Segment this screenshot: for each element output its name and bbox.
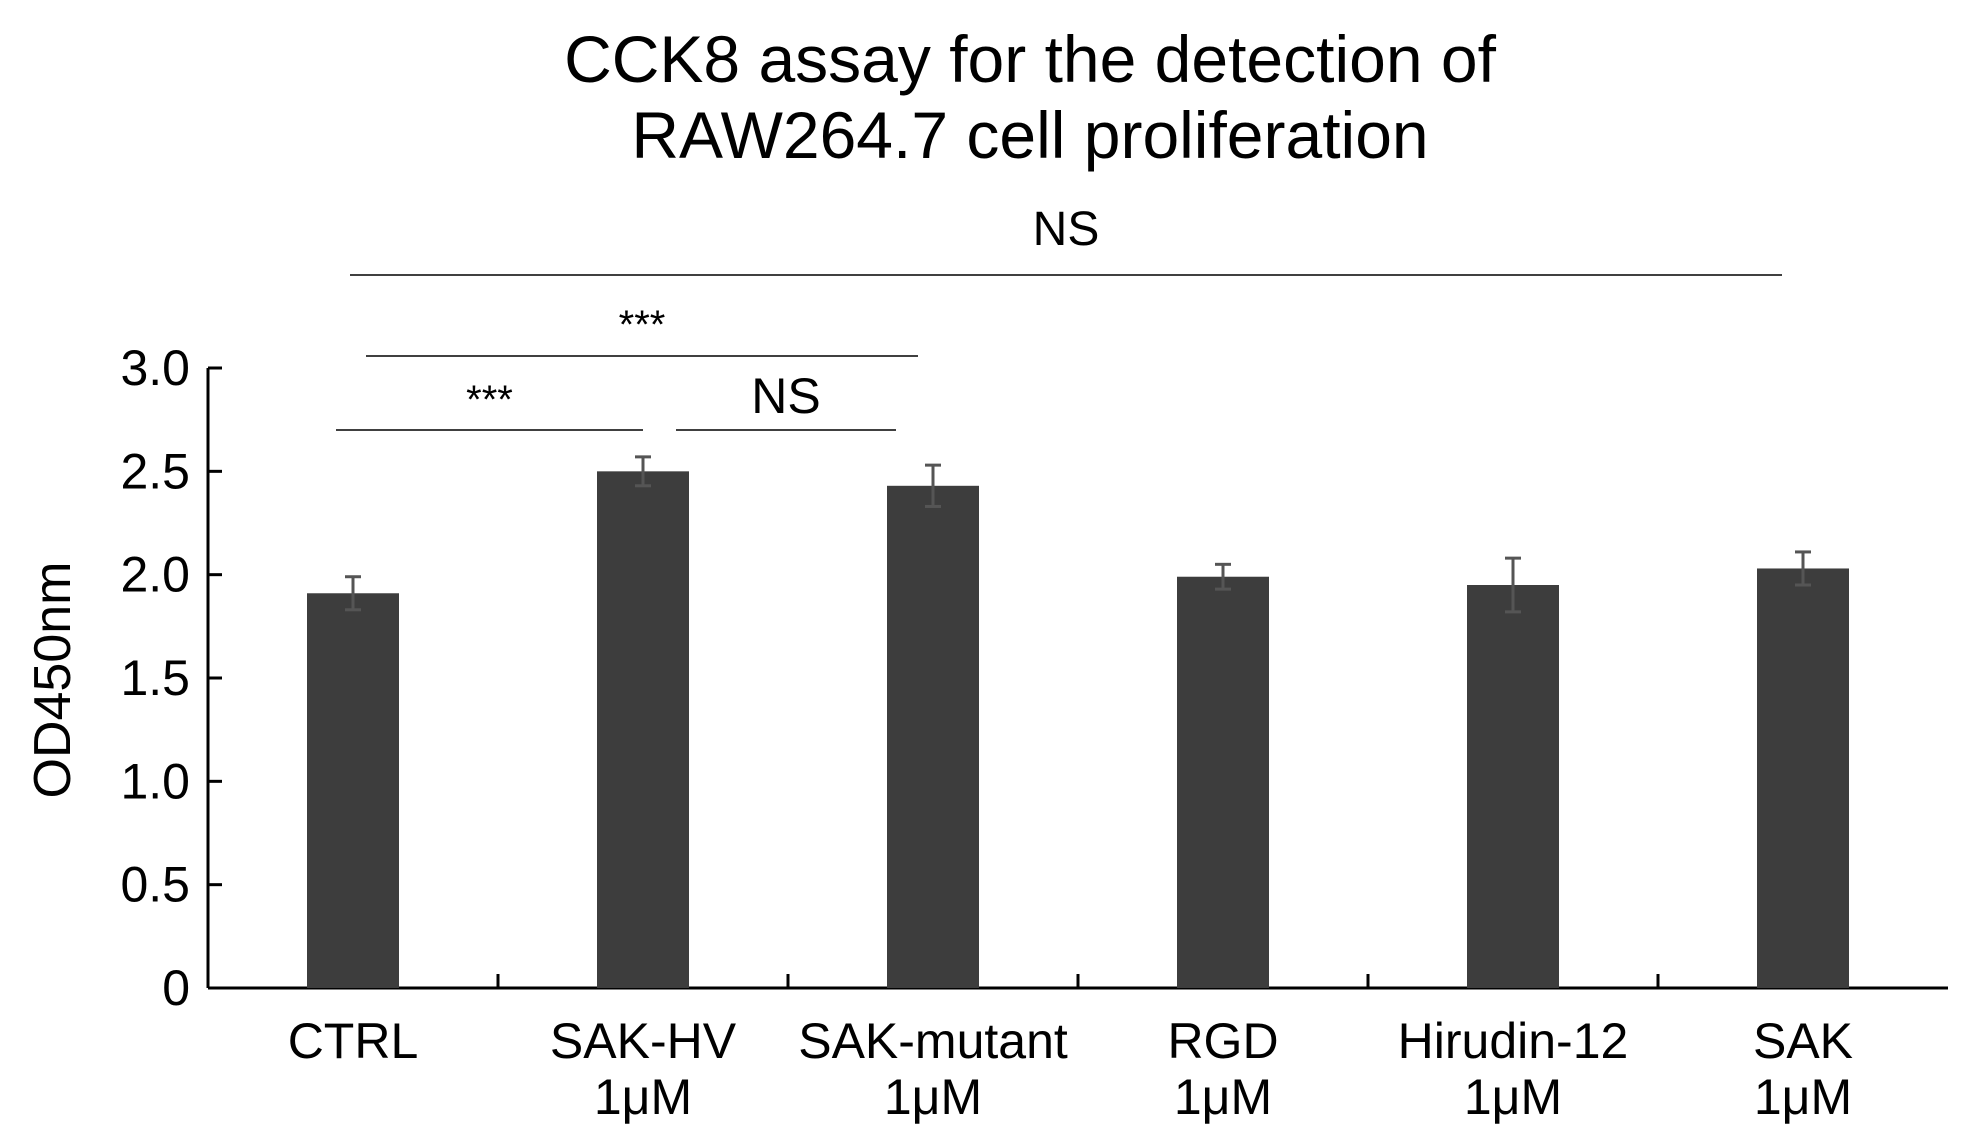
significance-label: *** [466,378,513,422]
x-category-label: 1μM [884,1069,982,1125]
x-category-label: SAK-HV [550,1013,737,1069]
significance-label: NS [1033,203,1100,256]
y-tick-label: 1.0 [120,753,190,809]
chart-title-line-1: CCK8 assay for the detection of [564,22,1496,96]
axes: 0 0.5 1.0 1.5 2.0 2.5 3.0 [120,340,1948,1016]
x-category-label: SAK [1753,1013,1853,1069]
x-category-label: 1μM [1754,1069,1852,1125]
y-tick-label: 0.5 [120,857,190,913]
y-tick-label: 3.0 [120,340,190,396]
y-tick-label: 0 [162,960,190,1016]
significance-label: NS [751,368,820,424]
x-category-label: 1μM [1174,1069,1272,1125]
y-tick-label: 2.0 [120,547,190,603]
bars: CTRL SAK-HV1μMSAK-mutant1μMRGD1μMHirudin-… [288,455,1853,1125]
significance-annotations: NS *** *** NS [336,203,1782,431]
bar [887,485,979,988]
bar [1467,585,1559,988]
x-category-label: CTRL [288,1013,419,1069]
x-category-label: RGD [1167,1013,1278,1069]
y-axis-label: OD450nm [24,562,82,799]
significance-label: *** [619,303,666,347]
bar [597,471,689,988]
bar [1757,568,1849,988]
x-category-label: SAK-mutant [798,1013,1068,1069]
bar [307,593,399,988]
y-tick-label: 1.5 [120,650,190,706]
bar [1177,576,1269,988]
x-category-label: Hirudin-12 [1398,1013,1629,1069]
chart-title-line-2: RAW264.7 cell proliferation [631,98,1428,172]
x-category-label: 1μM [594,1069,692,1125]
y-tick-label: 2.5 [120,443,190,499]
x-category-label: 1μM [1464,1069,1562,1125]
